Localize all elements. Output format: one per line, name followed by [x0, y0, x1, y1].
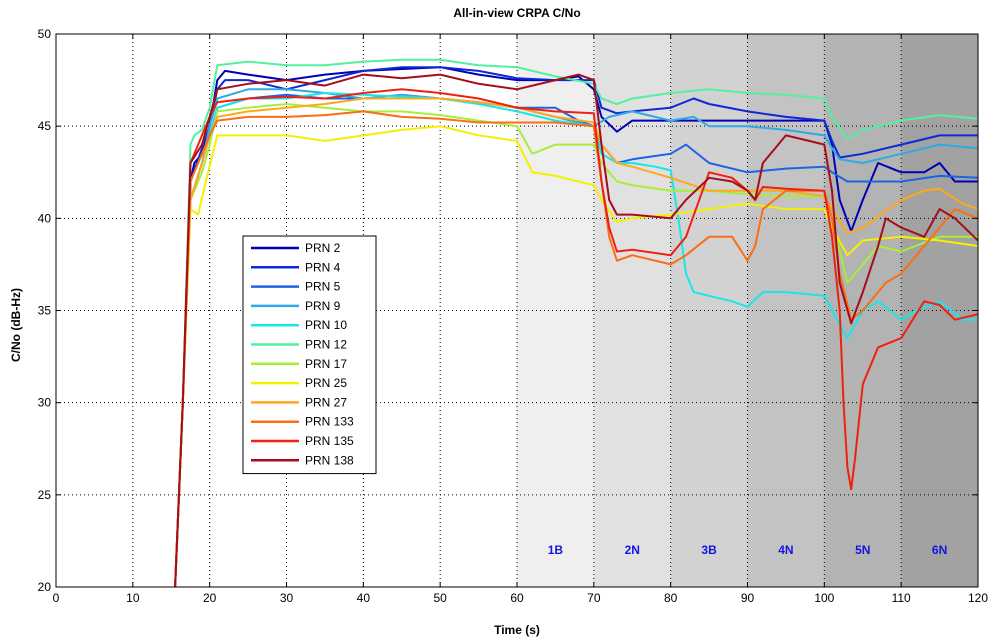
region-6N: [901, 34, 978, 587]
series-line-prn-133: [174, 110, 978, 587]
legend-entry: PRN 27: [305, 395, 347, 409]
x-tick-label: 0: [53, 591, 60, 605]
series-line-prn-17: [174, 103, 978, 587]
legend-entry: PRN 25: [305, 376, 347, 390]
x-tick-label: 90: [741, 591, 755, 605]
legend-entry: PRN 17: [305, 357, 347, 371]
y-tick-label: 40: [38, 211, 52, 225]
series-line-prn-12: [174, 58, 978, 587]
region-label-5N: 5N: [855, 543, 870, 557]
y-tick-label: 20: [38, 580, 52, 594]
x-tick-label: 50: [433, 591, 447, 605]
y-tick-label: 25: [38, 488, 52, 502]
x-tick-label: 40: [357, 591, 371, 605]
series-line-prn-135: [174, 88, 978, 587]
y-tick-label: 30: [38, 396, 52, 410]
region-3B: [670, 34, 748, 587]
legend-entry: PRN 4: [305, 260, 341, 274]
region-label-1B: 1B: [548, 543, 564, 557]
region-labels: 1B 2N 3B 4N 5N 6N: [548, 543, 948, 557]
legend-entry: PRN 138: [305, 453, 354, 467]
y-tick-label: 50: [38, 27, 52, 41]
x-tick-label: 30: [280, 591, 294, 605]
y-tick-label: 35: [38, 304, 52, 318]
x-tick-label: 70: [587, 591, 601, 605]
legend-entry: PRN 10: [305, 318, 347, 332]
chart-title: All-in-view CRPA C/No: [453, 6, 580, 20]
legend-entry: PRN 12: [305, 338, 347, 352]
y-tick-label: 45: [38, 119, 52, 133]
x-tick-label: 110: [892, 591, 911, 605]
region-label-6N: 6N: [932, 543, 947, 557]
legend-entry: PRN 9: [305, 299, 341, 313]
legend: PRN 2 PRN 4 PRN 5 PRN 9 PRN 10 PRN 12 PRN 17 PR…: [242, 235, 377, 475]
region-label-2N: 2N: [625, 543, 640, 557]
region-label-3B: 3B: [701, 543, 717, 557]
legend-entry: PRN 2: [305, 241, 341, 255]
series-line-prn-138: [174, 73, 978, 587]
x-tick-label: 80: [664, 591, 678, 605]
x-tick-label: 120: [968, 591, 988, 605]
legend-entry: PRN 5: [305, 280, 341, 294]
x-tick-label: 10: [126, 591, 140, 605]
x-tick-label: 60: [510, 591, 524, 605]
series-line-prn-25: [174, 125, 978, 587]
series-line-prn-27: [174, 97, 978, 587]
axis-ticks: 0 10 20 30 40 50 60 70 80 90 100 110 120 20 25 30 35 40 45…: [38, 27, 989, 605]
series-line-prn-2: [174, 66, 978, 587]
region-1B: [517, 34, 594, 587]
legend-entry: PRN 135: [305, 434, 354, 448]
x-tick-label: 100: [814, 591, 834, 605]
region-label-4N: 4N: [778, 543, 793, 557]
legend-entry: PRN 133: [305, 415, 354, 429]
series-lines: [174, 58, 978, 587]
y-axis-label: C/No (dB-Hz): [9, 288, 23, 362]
legend-box: [242, 235, 377, 475]
x-tick-label: 20: [203, 591, 217, 605]
x-axis-label: Time (s): [494, 623, 540, 637]
